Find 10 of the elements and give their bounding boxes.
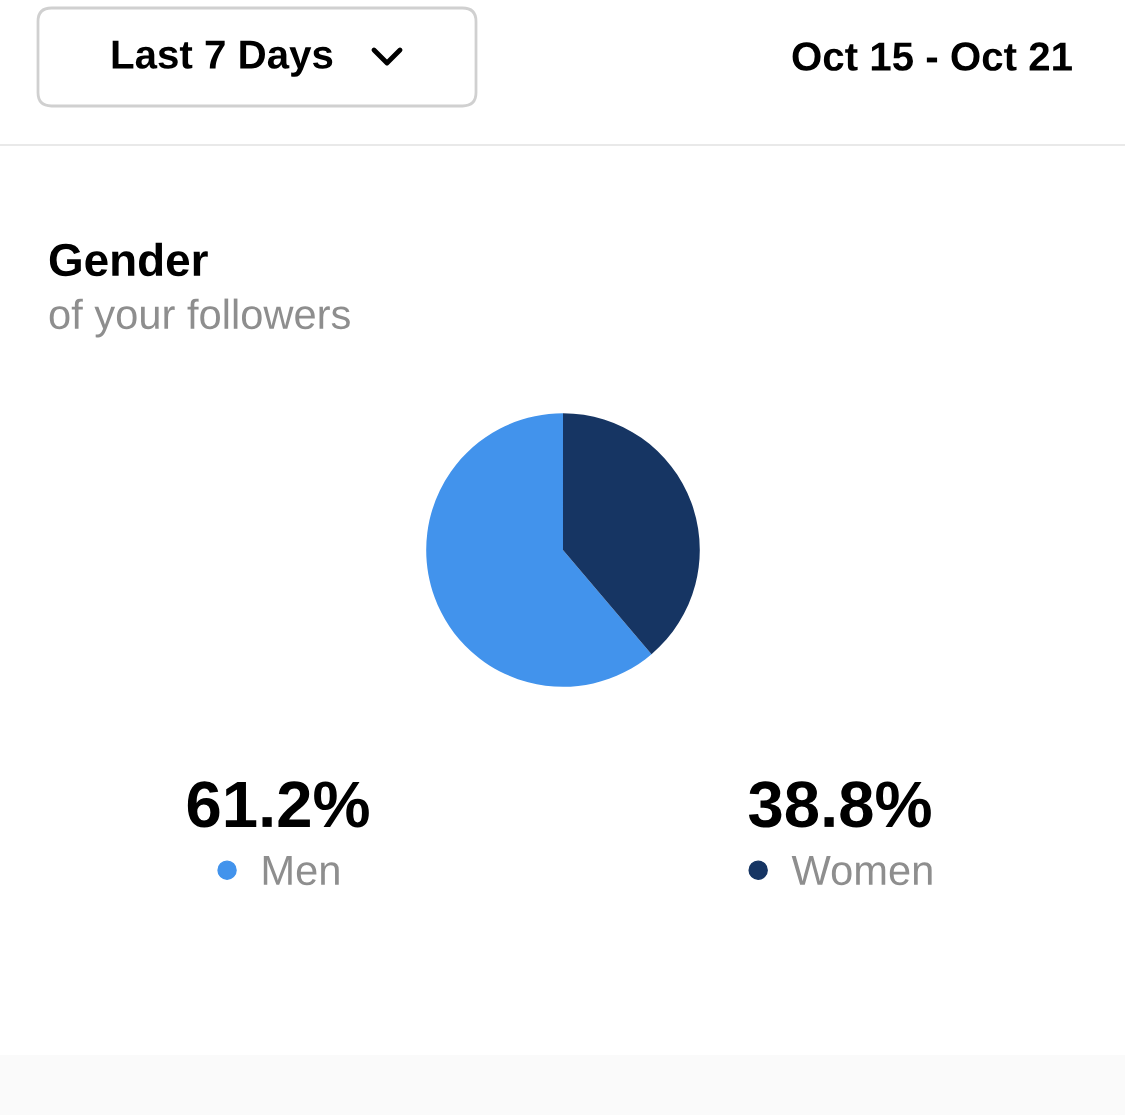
data-label: 38.8% [748,781,931,828]
legend-label: Men [263,856,339,886]
legend-label: Women [791,856,932,886]
chart-subtitle: of your followers [49,298,350,338]
data-label: 61.2% [187,781,369,828]
chart-title: Gender [49,242,208,277]
pie-slice [563,413,700,655]
text: Oct 15 - Oct 21 [792,42,1072,71]
text: Last 7 Days [112,40,333,77]
pie-slice [426,413,652,687]
